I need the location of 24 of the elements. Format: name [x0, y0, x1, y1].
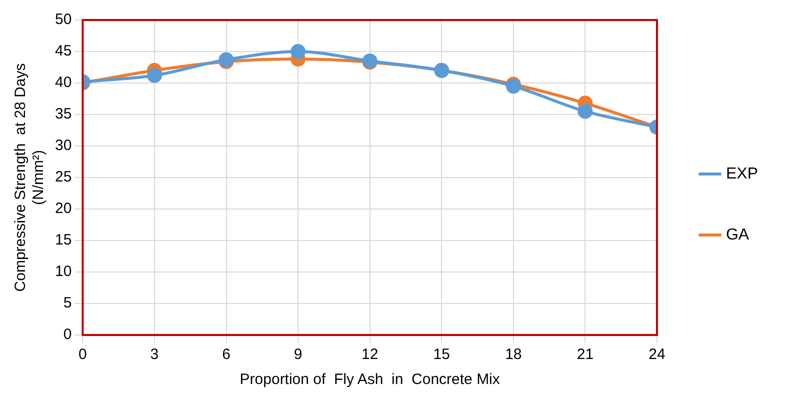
- y-tick-label: 45: [54, 42, 72, 60]
- y-axis-title: Compressive Strength at 28 Days (N/mm²): [12, 63, 48, 292]
- y-tick-label: 25: [54, 168, 72, 186]
- y-tick-label: 35: [54, 106, 72, 123]
- x-tick-label: 9: [294, 346, 302, 364]
- y-tick-label: 5: [63, 294, 72, 312]
- y-tick-label: 15: [54, 232, 72, 249]
- y-tick-label: 40: [54, 74, 72, 92]
- x-tick-label: 0: [78, 346, 87, 364]
- x-tick-label: 3: [150, 346, 159, 364]
- y-tick-label: 30: [54, 137, 72, 154]
- y-tick-label: 10: [54, 263, 72, 280]
- x-tick-label: 15: [433, 346, 450, 364]
- x-tick-label: 12: [361, 346, 378, 364]
- y-tick-label: 20: [54, 200, 72, 218]
- legend-label: EXP: [726, 165, 758, 182]
- x-tick-label: 21: [576, 346, 594, 364]
- y-tick-label: 0: [63, 326, 72, 344]
- legend-label: GA: [726, 226, 750, 244]
- x-axis-title: Proportion of Fly Ash in Concrete Mix: [240, 371, 500, 388]
- x-tick-label: 18: [505, 346, 522, 364]
- x-tick-label: 24: [648, 346, 666, 364]
- x-tick-label: 6: [222, 346, 230, 364]
- y-tick-label: 50: [54, 11, 72, 28]
